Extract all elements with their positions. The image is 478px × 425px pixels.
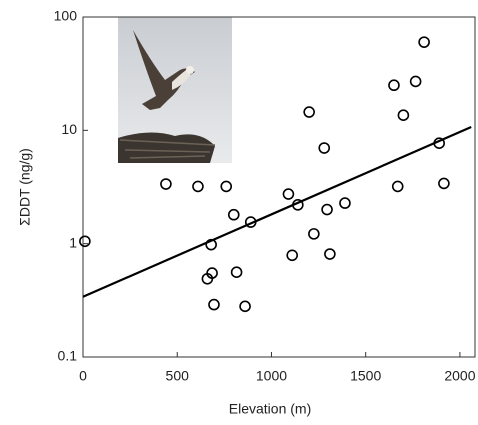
- data-point: [208, 298, 220, 311]
- x-tick-label: 0: [79, 368, 87, 384]
- data-point: [438, 177, 450, 190]
- data-point: [192, 180, 204, 193]
- plot-frame: [82, 16, 476, 358]
- data-point: [318, 142, 331, 154]
- data-point: [388, 79, 400, 92]
- y-tick-label: 1: [69, 234, 77, 250]
- data-point: [433, 137, 445, 149]
- x-tick-label: 2000: [444, 368, 475, 384]
- data-point: [324, 248, 336, 260]
- data-point: [220, 180, 233, 193]
- data-point: [286, 249, 298, 262]
- data-point: [303, 106, 315, 118]
- data-point: [244, 216, 257, 228]
- data-point: [339, 197, 351, 209]
- trend-line: [82, 125, 472, 298]
- data-point: [397, 109, 410, 121]
- data-point: [292, 199, 304, 211]
- x-axis-label: Elevation (m): [229, 401, 311, 417]
- y-tick-label: 100: [54, 8, 78, 24]
- y-tick-label: 0.1: [58, 348, 78, 364]
- osprey-photo: [118, 17, 232, 163]
- data-point: [79, 235, 91, 248]
- data-point: [201, 272, 214, 285]
- data-point: [230, 266, 243, 279]
- x-tick-label: 1500: [350, 368, 381, 384]
- data-point: [418, 36, 430, 48]
- data-point: [391, 180, 404, 193]
- data-point: [282, 188, 295, 200]
- x-tick-label: 1000: [256, 368, 287, 384]
- y-axis-label: ΣDDT (ng/g): [17, 148, 33, 226]
- data-point: [409, 75, 422, 88]
- data-point: [205, 238, 217, 251]
- data-point: [308, 228, 320, 240]
- data-point: [239, 300, 251, 313]
- data-point: [227, 208, 240, 221]
- y-tick-label: 10: [61, 121, 77, 137]
- data-point: [160, 178, 172, 190]
- data-point: [321, 203, 333, 216]
- x-tick-label: 500: [166, 368, 190, 384]
